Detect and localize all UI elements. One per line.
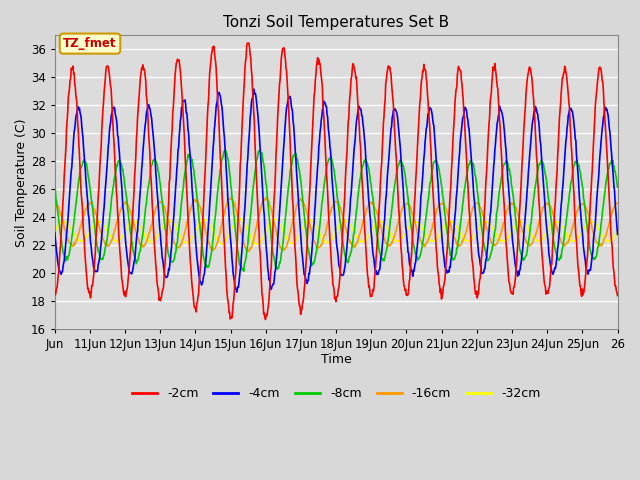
-16cm bbox=[244, 249, 252, 254]
-16cm bbox=[383, 241, 391, 247]
-8cm bbox=[285, 177, 293, 182]
-4cm bbox=[587, 267, 595, 273]
-16cm bbox=[78, 218, 86, 224]
Text: TZ_fmet: TZ_fmet bbox=[63, 37, 116, 50]
-32cm bbox=[383, 226, 391, 231]
-8cm bbox=[51, 183, 59, 189]
-2cm bbox=[383, 67, 391, 73]
-16cm bbox=[285, 232, 293, 238]
-32cm bbox=[156, 231, 163, 237]
-8cm bbox=[156, 175, 163, 180]
-16cm bbox=[156, 199, 163, 205]
-8cm bbox=[240, 268, 248, 274]
-2cm bbox=[595, 65, 603, 71]
Legend: -2cm, -4cm, -8cm, -16cm, -32cm: -2cm, -4cm, -8cm, -16cm, -32cm bbox=[127, 383, 545, 406]
-2cm bbox=[285, 126, 293, 132]
Line: -2cm: -2cm bbox=[55, 43, 618, 320]
-4cm bbox=[51, 230, 59, 236]
-32cm bbox=[51, 228, 59, 234]
-16cm bbox=[587, 219, 595, 225]
Y-axis label: Soil Temperature (C): Soil Temperature (C) bbox=[15, 118, 28, 247]
Title: Tonzi Soil Temperatures Set B: Tonzi Soil Temperatures Set B bbox=[223, 15, 449, 30]
-8cm bbox=[78, 163, 86, 168]
-8cm bbox=[595, 236, 603, 241]
-4cm bbox=[156, 219, 163, 225]
Line: -4cm: -4cm bbox=[55, 89, 618, 292]
-32cm bbox=[285, 240, 293, 245]
-16cm bbox=[614, 201, 621, 206]
-8cm bbox=[587, 248, 595, 254]
-16cm bbox=[262, 195, 270, 201]
Line: -32cm: -32cm bbox=[55, 218, 618, 244]
-2cm bbox=[51, 288, 59, 294]
-8cm bbox=[614, 184, 621, 190]
-4cm bbox=[78, 124, 86, 130]
Line: -16cm: -16cm bbox=[55, 198, 618, 252]
-32cm bbox=[219, 241, 227, 247]
-4cm bbox=[250, 86, 257, 92]
-8cm bbox=[383, 240, 391, 246]
-2cm bbox=[156, 298, 163, 303]
X-axis label: Time: Time bbox=[321, 353, 351, 366]
-2cm bbox=[614, 293, 621, 299]
-4cm bbox=[233, 289, 241, 295]
-4cm bbox=[285, 94, 293, 99]
-2cm bbox=[244, 40, 252, 46]
-8cm bbox=[256, 147, 264, 153]
-16cm bbox=[51, 199, 59, 205]
-2cm bbox=[587, 196, 595, 202]
-4cm bbox=[595, 162, 603, 168]
-4cm bbox=[614, 231, 621, 237]
-32cm bbox=[595, 227, 603, 233]
-32cm bbox=[236, 216, 244, 221]
-32cm bbox=[587, 219, 595, 225]
Line: -8cm: -8cm bbox=[55, 150, 618, 271]
-16cm bbox=[595, 242, 603, 248]
-4cm bbox=[383, 172, 391, 178]
-32cm bbox=[78, 239, 86, 244]
-32cm bbox=[614, 228, 621, 234]
-2cm bbox=[262, 317, 269, 323]
-2cm bbox=[78, 197, 86, 203]
